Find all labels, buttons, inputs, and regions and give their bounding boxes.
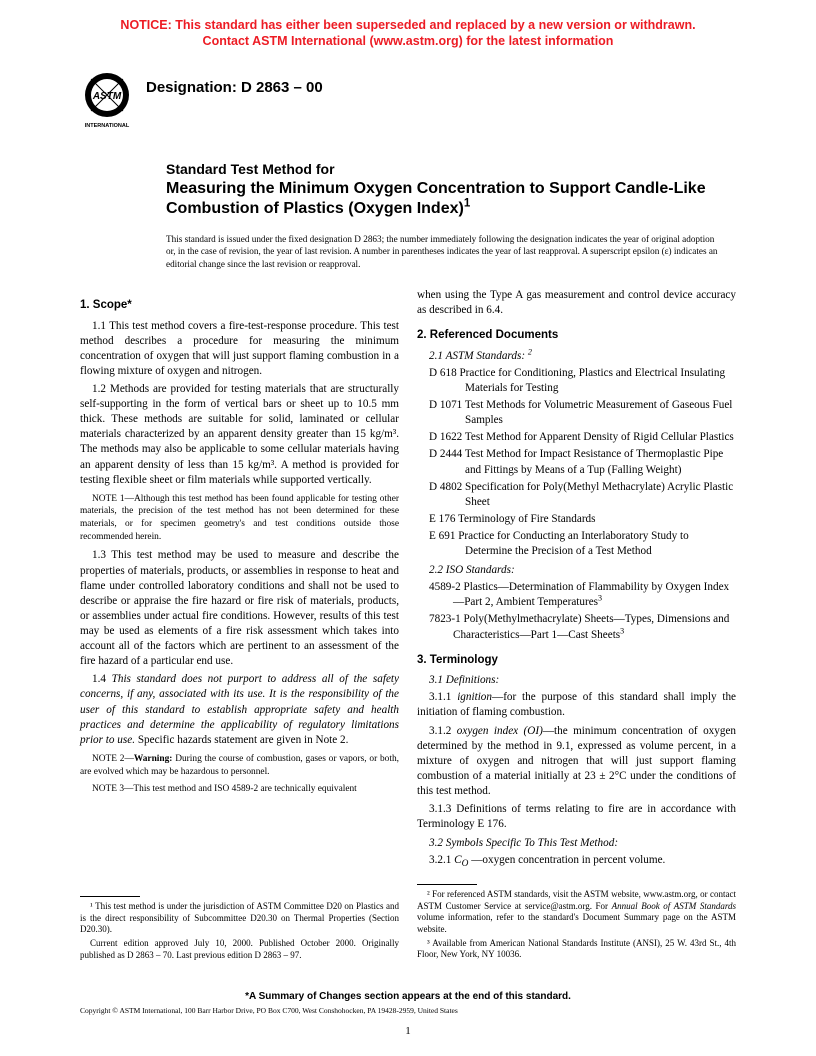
title-pre: Standard Test Method for bbox=[166, 160, 726, 179]
footnote-3: ³ Available from American National Stand… bbox=[417, 938, 736, 961]
header: ASTM INTERNATIONAL Designation: D 2863 –… bbox=[80, 72, 323, 130]
scope-head: 1. Scope* bbox=[80, 298, 399, 314]
notice-banner: NOTICE: This standard has either been su… bbox=[0, 18, 816, 49]
title-block: Standard Test Method for Measuring the M… bbox=[166, 160, 726, 270]
refs-head: 2. Referenced Documents bbox=[417, 328, 736, 344]
term-31: 3.1 Definitions: bbox=[417, 673, 736, 688]
ref-item: D 1622 Test Method for Apparent Density … bbox=[417, 430, 736, 445]
scope-cont: when using the Type A gas measurement an… bbox=[417, 288, 736, 318]
para-1-3: 1.3 This test method may be used to meas… bbox=[80, 548, 399, 669]
para-313: 3.1.3 Definitions of terms relating to f… bbox=[417, 802, 736, 832]
ref-iso2: 7823-1 Poly(Methylmethacrylate) Sheets—T… bbox=[417, 612, 736, 642]
ref-item: D 618 Practice for Conditioning, Plastic… bbox=[417, 366, 736, 396]
refs-22: 2.2 ISO Standards: bbox=[417, 563, 736, 578]
body-columns: 1. Scope* 1.1 This test method covers a … bbox=[80, 288, 736, 874]
notice-line1: NOTICE: This standard has either been su… bbox=[120, 18, 695, 32]
notice-line2: Contact ASTM International (www.astm.org… bbox=[203, 34, 614, 48]
svg-text:INTERNATIONAL: INTERNATIONAL bbox=[85, 123, 130, 129]
footnote-rule bbox=[80, 896, 140, 897]
footnote-2: ² For referenced ASTM standards, visit t… bbox=[417, 889, 736, 936]
footnotes-right: ² For referenced ASTM standards, visit t… bbox=[417, 884, 736, 963]
summary-line: *A Summary of Changes section appears at… bbox=[0, 990, 816, 1004]
title-main: Measuring the Minimum Oxygen Concentrati… bbox=[166, 179, 726, 219]
para-1-1: 1.1 This test method covers a fire-test-… bbox=[80, 319, 399, 379]
copyright: Copyright © ASTM International, 100 Barr… bbox=[80, 1006, 458, 1016]
left-column: 1. Scope* 1.1 This test method covers a … bbox=[80, 288, 399, 874]
footnote-rule bbox=[417, 884, 477, 885]
page-number: 1 bbox=[0, 1024, 816, 1039]
para-312: 3.1.2 oxygen index (OI)—the minimum conc… bbox=[417, 724, 736, 800]
note-3: NOTE 3—This test method and ISO 4589-2 a… bbox=[80, 783, 399, 796]
note-2: NOTE 2—Warning: During the course of com… bbox=[80, 753, 399, 778]
astm-logo-icon: ASTM INTERNATIONAL bbox=[80, 72, 134, 130]
ref-item: E 176 Terminology of Fire Standards bbox=[417, 512, 736, 527]
right-column: when using the Type A gas measurement an… bbox=[417, 288, 736, 874]
footnotes-left: ¹ This test method is under the jurisdic… bbox=[80, 896, 399, 963]
para-1-2: 1.2 Methods are provided for testing mat… bbox=[80, 382, 399, 488]
ref-item: D 4802 Specification for Poly(Methyl Met… bbox=[417, 480, 736, 510]
designation: Designation: D 2863 – 00 bbox=[146, 78, 323, 98]
ref-item: E 691 Practice for Conducting an Interla… bbox=[417, 529, 736, 559]
refs-21: 2.1 ASTM Standards: 2 bbox=[417, 349, 736, 364]
note-1: NNOTE 1—Although this test method has be… bbox=[80, 493, 399, 544]
ref-iso1: 4589-2 Plastics—Determination of Flammab… bbox=[417, 580, 736, 610]
term-head: 3. Terminology bbox=[417, 653, 736, 669]
svg-text:ASTM: ASTM bbox=[92, 91, 122, 102]
footnote-1b: Current edition approved July 10, 2000. … bbox=[80, 938, 399, 961]
title-note: This standard is issued under the fixed … bbox=[166, 233, 721, 270]
footnote-1: ¹ This test method is under the jurisdic… bbox=[80, 901, 399, 936]
ref-item: D 1071 Test Methods for Volumetric Measu… bbox=[417, 398, 736, 428]
ref-item: D 2444 Test Method for Impact Resistance… bbox=[417, 447, 736, 477]
para-311: 3.1.1 ignition—for the purpose of this s… bbox=[417, 690, 736, 720]
para-1-4: 1.4 This standard does not purport to ad… bbox=[80, 672, 399, 748]
para-321: 3.2.1 CO —oxygen concentration in percen… bbox=[417, 853, 736, 871]
term-32: 3.2 Symbols Specific To This Test Method… bbox=[417, 836, 736, 851]
